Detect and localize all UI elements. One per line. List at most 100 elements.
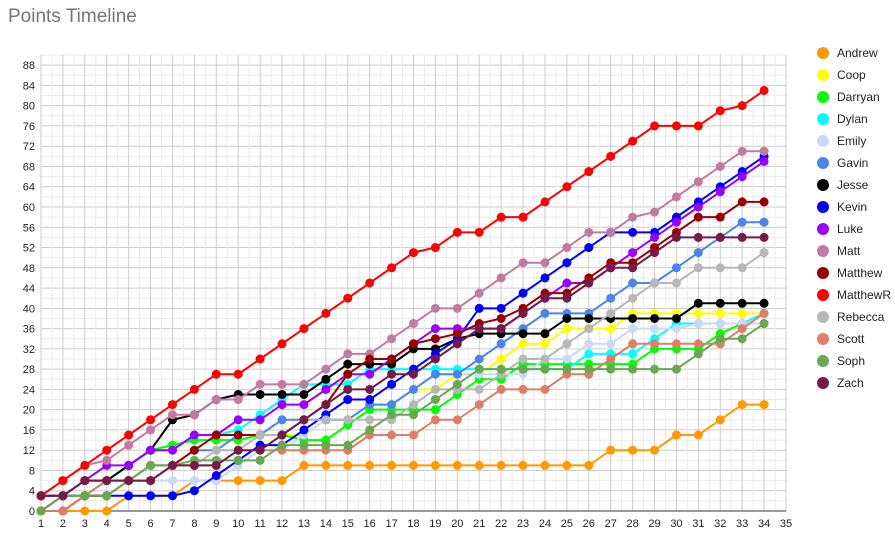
- data-point[interactable]: [759, 308, 769, 318]
- data-point[interactable]: [650, 445, 660, 455]
- data-point[interactable]: [189, 445, 199, 455]
- data-point[interactable]: [146, 415, 156, 425]
- data-point[interactable]: [277, 415, 287, 425]
- data-point[interactable]: [496, 313, 506, 323]
- data-point[interactable]: [693, 212, 703, 222]
- data-point[interactable]: [474, 364, 484, 374]
- data-point[interactable]: [693, 202, 703, 212]
- data-point[interactable]: [671, 263, 681, 273]
- data-point[interactable]: [233, 395, 243, 405]
- data-point[interactable]: [671, 324, 681, 334]
- data-point[interactable]: [343, 440, 353, 450]
- data-point[interactable]: [255, 379, 265, 389]
- data-point[interactable]: [255, 354, 265, 364]
- data-point[interactable]: [518, 354, 528, 364]
- data-point[interactable]: [167, 476, 177, 486]
- data-point[interactable]: [474, 384, 484, 394]
- data-point[interactable]: [737, 217, 747, 227]
- data-point[interactable]: [365, 384, 375, 394]
- data-point[interactable]: [321, 415, 331, 425]
- data-point[interactable]: [496, 364, 506, 374]
- data-point[interactable]: [430, 324, 440, 334]
- data-point[interactable]: [584, 339, 594, 349]
- data-point[interactable]: [606, 263, 616, 273]
- data-point[interactable]: [430, 243, 440, 253]
- data-point[interactable]: [584, 460, 594, 470]
- data-point[interactable]: [562, 278, 572, 288]
- data-point[interactable]: [650, 313, 660, 323]
- data-point[interactable]: [255, 389, 265, 399]
- data-point[interactable]: [124, 491, 134, 501]
- data-point[interactable]: [387, 263, 397, 273]
- data-point[interactable]: [255, 415, 265, 425]
- data-point[interactable]: [562, 313, 572, 323]
- data-point[interactable]: [671, 313, 681, 323]
- data-point[interactable]: [693, 121, 703, 131]
- data-point[interactable]: [277, 389, 287, 399]
- data-point[interactable]: [518, 384, 528, 394]
- data-point[interactable]: [671, 121, 681, 131]
- data-point[interactable]: [671, 430, 681, 440]
- data-point[interactable]: [715, 263, 725, 273]
- data-point[interactable]: [540, 273, 550, 283]
- data-point[interactable]: [430, 395, 440, 405]
- data-point[interactable]: [430, 303, 440, 313]
- legend-item-matthewr[interactable]: MatthewR: [817, 288, 891, 302]
- data-point[interactable]: [715, 334, 725, 344]
- data-point[interactable]: [102, 491, 112, 501]
- data-point[interactable]: [584, 364, 594, 374]
- data-point[interactable]: [737, 308, 747, 318]
- data-point[interactable]: [233, 415, 243, 425]
- data-point[interactable]: [540, 329, 550, 339]
- data-point[interactable]: [518, 460, 528, 470]
- data-point[interactable]: [671, 217, 681, 227]
- data-point[interactable]: [452, 227, 462, 237]
- data-point[interactable]: [759, 400, 769, 410]
- data-point[interactable]: [409, 400, 418, 410]
- data-point[interactable]: [233, 445, 243, 455]
- data-point[interactable]: [650, 278, 660, 288]
- data-point[interactable]: [474, 324, 484, 334]
- data-point[interactable]: [562, 258, 572, 268]
- data-point[interactable]: [628, 227, 638, 237]
- data-point[interactable]: [715, 319, 725, 329]
- data-point[interactable]: [540, 197, 550, 207]
- data-point[interactable]: [628, 278, 638, 288]
- data-point[interactable]: [365, 425, 375, 435]
- data-point[interactable]: [584, 349, 594, 359]
- data-point[interactable]: [650, 248, 660, 258]
- data-point[interactable]: [365, 415, 375, 425]
- data-point[interactable]: [671, 339, 681, 349]
- data-point[interactable]: [584, 167, 594, 177]
- data-point[interactable]: [343, 349, 353, 359]
- data-point[interactable]: [102, 506, 112, 516]
- data-point[interactable]: [628, 212, 638, 222]
- data-point[interactable]: [737, 172, 747, 182]
- data-point[interactable]: [474, 288, 484, 298]
- data-point[interactable]: [255, 476, 265, 486]
- data-point[interactable]: [650, 364, 660, 374]
- data-point[interactable]: [650, 324, 660, 334]
- data-point[interactable]: [365, 278, 375, 288]
- data-point[interactable]: [365, 395, 375, 405]
- data-point[interactable]: [715, 232, 725, 242]
- data-point[interactable]: [36, 506, 46, 516]
- data-point[interactable]: [715, 187, 725, 197]
- data-point[interactable]: [58, 476, 68, 486]
- data-point[interactable]: [430, 369, 440, 379]
- data-point[interactable]: [693, 232, 703, 242]
- data-point[interactable]: [606, 354, 616, 364]
- data-point[interactable]: [387, 334, 397, 344]
- data-point[interactable]: [299, 400, 309, 410]
- data-point[interactable]: [737, 197, 747, 207]
- data-point[interactable]: [452, 369, 462, 379]
- data-point[interactable]: [671, 232, 681, 242]
- data-point[interactable]: [759, 217, 769, 227]
- data-point[interactable]: [650, 232, 660, 242]
- data-point[interactable]: [80, 506, 90, 516]
- data-point[interactable]: [584, 313, 594, 323]
- data-point[interactable]: [343, 369, 353, 379]
- data-point[interactable]: [759, 248, 769, 258]
- data-point[interactable]: [409, 410, 418, 420]
- data-point[interactable]: [343, 293, 353, 303]
